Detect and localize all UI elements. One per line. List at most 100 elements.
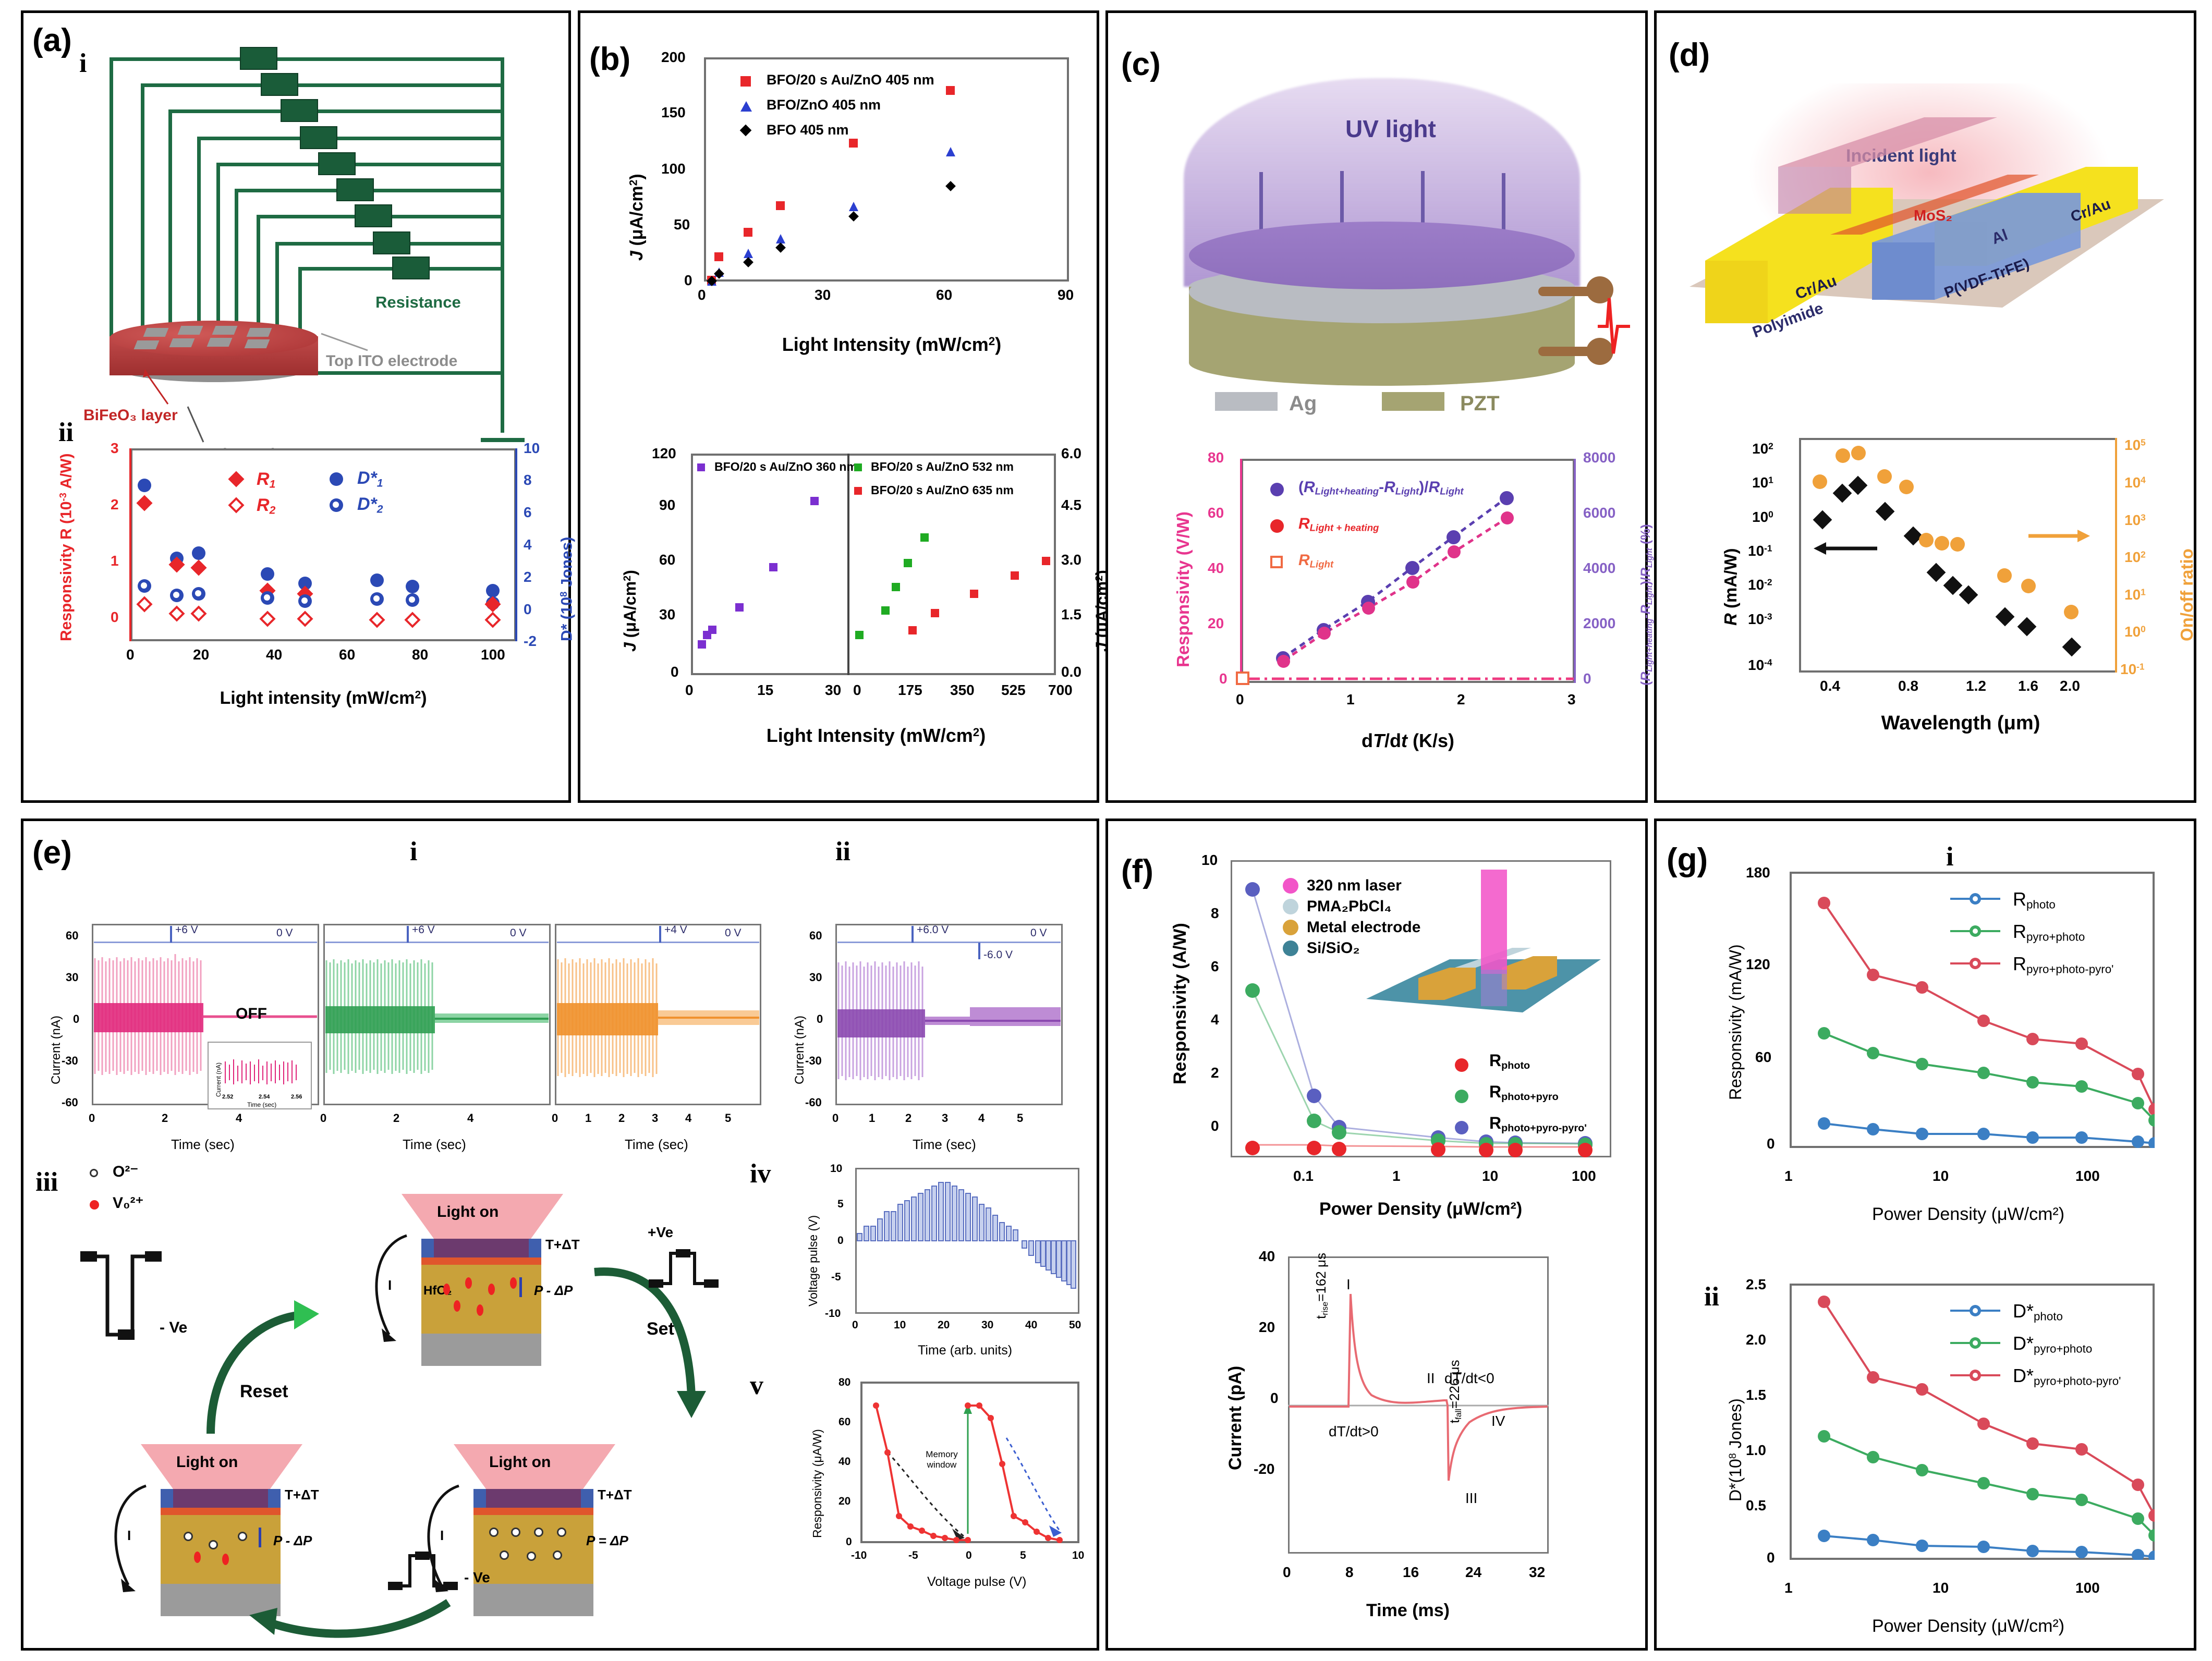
light-on-label-1: Light on [437, 1203, 499, 1220]
legend-a-R2: R2 [257, 495, 276, 517]
y-axis-title-f-top: Responsivity (A/W) [1170, 923, 1190, 1084]
neg-ve-label: - Ve [160, 1319, 188, 1336]
inset-y-title-e-i-1: Current (nA) [215, 1062, 222, 1097]
panel-a-label: (a) [32, 22, 72, 58]
inset-x-title-e-i-1: Time (sec) [247, 1101, 277, 1108]
curves-e-v [873, 1402, 1063, 1543]
pulse-icon [1598, 298, 1630, 354]
dTdt-neg-label-f: dT/dt<0 [1444, 1370, 1494, 1386]
panel-f-label: (f) [1121, 853, 1153, 889]
legend-g-ii-0: D*photo [2013, 1300, 2063, 1323]
trace-e-ii [837, 961, 1061, 1080]
y2-axis-title-a-ii: D* (108 Jones) [558, 536, 576, 641]
legend-g-i-2: Rpyro+photo-pyro' [2013, 953, 2114, 976]
x-axis-title-a-ii: Light intensity (mW/cm2) [220, 688, 427, 708]
neg-pulse-icon-2 [388, 1552, 458, 1590]
chart-g-ii: D*(108 Jones) Power Density (μW/cm²) 2.5… [1669, 1251, 2185, 1647]
panel-e-sub-ii-label: ii [835, 837, 850, 866]
chart-e-i: Current (nA) 60 30 0 -30 -60 +6 V 0 V [42, 876, 772, 1168]
voltage-off-e-ii: 0 V [1030, 927, 1047, 939]
legend-e-vo2plus: V₀²⁺ [113, 1194, 144, 1212]
memory-window-label-e-v: Memory window [926, 1449, 958, 1470]
inset-device-f [1366, 870, 1601, 1012]
chart-f-top: Responsivity (A/W) Power Density (μW/cm²… [1132, 834, 1643, 1230]
t-delta-t-label-3: T+ΔT [598, 1487, 632, 1503]
current-arrow-1 [375, 1234, 407, 1342]
panel-e-sub-iii-label: iii [35, 1167, 58, 1197]
y-axis-title-e-i: Current (nA) [49, 1015, 63, 1084]
panel-a-sub-i-label: i [79, 48, 87, 78]
chart-f-bottom: Current (pA) Time (ms) 40 20 0 -20 0 8 1… [1132, 1225, 1643, 1642]
series-c [1247, 496, 1574, 680]
x-axis-title-b-bottom: Light Intensity (mW/cm2) [766, 725, 986, 746]
series-g-i [1818, 897, 2155, 1148]
roman-II-f: II [1427, 1370, 1435, 1386]
plot-area-g-ii [1790, 1284, 2155, 1560]
legend-a-Dstar1: D*1 [357, 468, 383, 490]
tfall-label-f: tfall=226 μs [1447, 1360, 1464, 1423]
current-I-label-2: I [127, 1528, 131, 1543]
y-axis-title-f-bottom: Current (pA) [1225, 1365, 1245, 1470]
legend-b-top-1: BFO/ZnO 405 nm [767, 97, 881, 113]
legend-c-ag: Ag [1289, 392, 1317, 415]
x-title-g-i: Power Density (μW/cm²) [1872, 1204, 2065, 1224]
legend-f-mat-3: Si/SiO₂ [1307, 939, 1360, 957]
t-delta-t-label-1: T+ΔT [545, 1237, 580, 1252]
legend-g-ii-1: D*pyro+photo [2013, 1333, 2093, 1355]
legend-lines-g-ii [1950, 1305, 2000, 1381]
current-I-label-3: I [440, 1528, 444, 1543]
current-arrow-2 [114, 1484, 147, 1592]
dTdt-pos-label-f: dT/dt>0 [1329, 1423, 1379, 1439]
series-g-ii [1818, 1296, 2155, 1560]
legend-b-top-2: BFO 405 nm [767, 122, 849, 138]
y-axis-title-g-i: Responsivity (mA/W) [1726, 944, 1745, 1100]
resistance-label: Resistance [375, 293, 461, 311]
uv-light-label: UV light [1345, 115, 1436, 142]
x-axis-title-b-top: Light Intensity (mW/cm2) [782, 334, 1002, 355]
reset-arrow-icon [206, 1300, 319, 1434]
legend-c-ratio: (RLight+heating-RLight)/RLight [1298, 479, 1464, 497]
chart-d-bottom: R (mA/W) On/off ratio Wavelength (μm) 10… [1663, 417, 2196, 798]
plot-area-a-ii [130, 448, 516, 641]
t-delta-t-label-2: T+ΔT [285, 1487, 319, 1503]
legend-a-Dstar2: D*2 [357, 494, 383, 516]
voltage-off-e-i-2: 0 V [510, 927, 527, 939]
panel-b-label: (b) [589, 41, 631, 77]
p-minus-dp-label-2: P - ΔP [273, 1533, 312, 1548]
inset-e-i-1: Current (nA) Time (sec) 2.52 2.54 2.56 [208, 1042, 312, 1109]
legend-g-i-1: Rpyro+photo [2013, 921, 2085, 944]
legend-b-top-0: BFO/20 s Au/ZnO 405 nm [767, 72, 934, 88]
set-arrow-icon [594, 1267, 706, 1418]
reset-label: Reset [240, 1382, 288, 1401]
x-title-e-ii: Time (sec) [913, 1137, 976, 1152]
top-ito-electrode-label: Top ITO electrode [326, 352, 458, 370]
chart-b-top: J (μA/cm2) Light Intensity (mW/cm2) 200 … [627, 49, 1074, 355]
callout-arrows [143, 333, 368, 443]
voltage-off-e-i-1: 0 V [276, 927, 293, 939]
p-eq-dp-label: P = ΔP [586, 1533, 628, 1548]
legend-g-i-0: Rphoto [2013, 888, 2056, 911]
plot-area-b-top [704, 57, 1069, 282]
neg-ve-label-2: - Ve [464, 1569, 490, 1585]
schematic-d: Incident light MoS₂ Al Cr/Au Cr/Au P(VDF… [1674, 63, 2185, 396]
bars-e-iv [857, 1182, 1076, 1289]
x-title-f-bottom: Time (ms) [1366, 1601, 1450, 1620]
y-axis-title-e-iv: Voltage pulse (V) [806, 1215, 820, 1306]
legend-f-series-0: Rphoto [1489, 1051, 1530, 1071]
panel-e-sub-v-label: v [750, 1371, 763, 1400]
panel-g-sub-ii-label: ii [1704, 1282, 1719, 1312]
legend-lines-g-i [1950, 893, 2000, 969]
legend-f-mat-0: 320 nm laser [1307, 877, 1402, 894]
chart-e-v: Responsivity (μA/W) Voltage pulse (V) 80… [810, 1376, 1085, 1589]
trace-e-i-1 [94, 954, 317, 1075]
x-title-e-i-2: Time (sec) [403, 1137, 466, 1152]
trace-e-i-3 [557, 958, 759, 1077]
pos-pulse-icon [649, 1249, 719, 1288]
current-I-label-1: I [388, 1277, 392, 1293]
x-title-e-i-3: Time (sec) [625, 1137, 688, 1152]
chart-a-ii: Responsivity R (10-3 A/W) D* (108 Jones)… [57, 440, 576, 708]
panel-g-label: (g) [1667, 842, 1708, 878]
y-axis-title-e-ii: Current (nA) [793, 1015, 807, 1084]
plot-area-b-bottom [691, 454, 1056, 675]
panel-c-label: (c) [1121, 46, 1161, 82]
